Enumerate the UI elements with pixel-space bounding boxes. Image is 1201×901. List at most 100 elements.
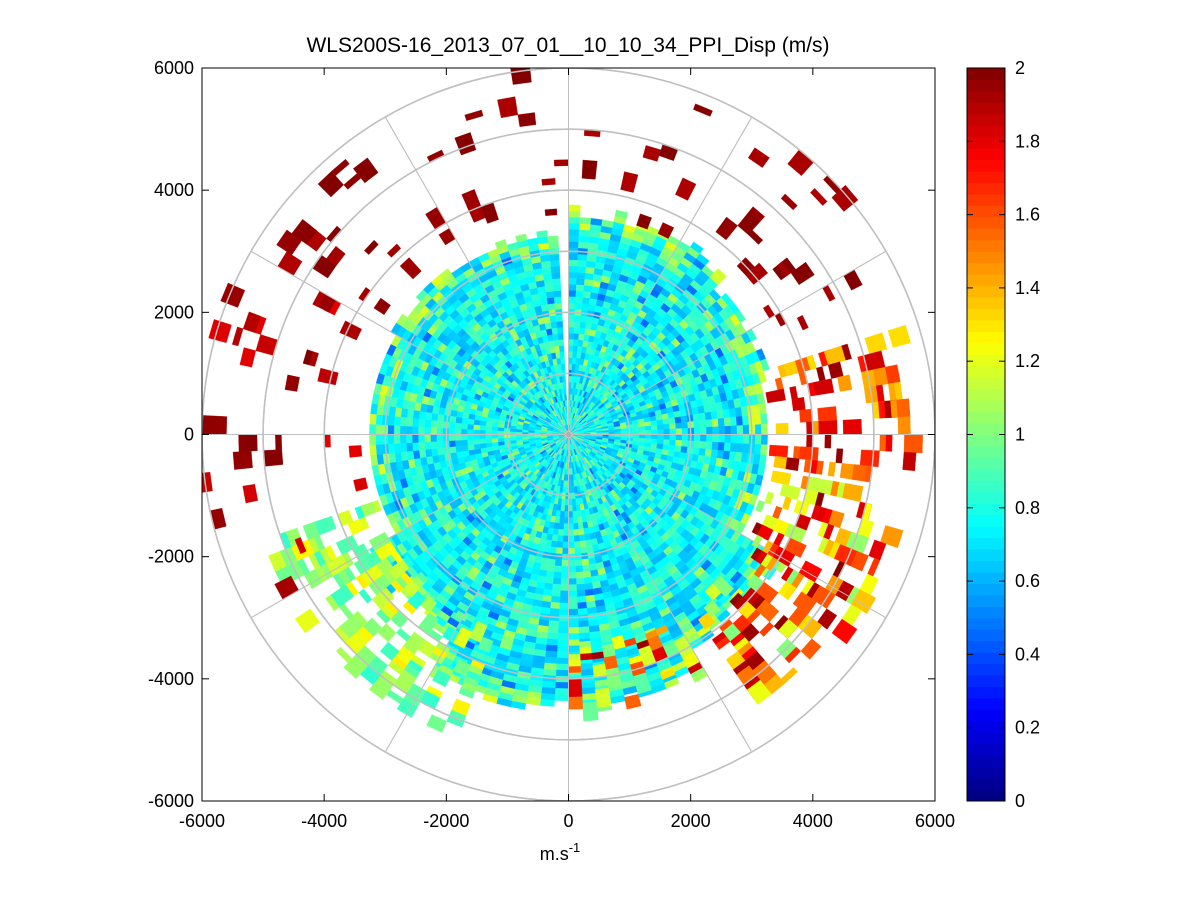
- ppi-cell: [754, 414, 762, 425]
- ppi-cell: [578, 528, 585, 536]
- ppi-cell: [544, 650, 558, 658]
- ppi-cell: [651, 429, 658, 435]
- ppi-cell: [473, 439, 480, 445]
- ppi-cell-east-strong: [897, 416, 911, 435]
- colorbar-band: [967, 377, 1005, 390]
- colorbar-band: [967, 68, 1005, 80]
- ppi-cell: [577, 253, 588, 261]
- ppi-cell: [562, 535, 569, 543]
- ppi-cell: [699, 441, 707, 450]
- ppi-cell: [482, 693, 499, 704]
- ppi-cell: [568, 645, 581, 653]
- ppi-cell: [568, 621, 579, 628]
- ppi-cell-east-strong: [799, 408, 813, 423]
- ppi-cell: [556, 657, 569, 665]
- ppi-cell-east-strong: [837, 374, 853, 392]
- ppi-cell: [675, 434, 683, 441]
- ppi-cell: [473, 429, 480, 435]
- ppi-cell: [698, 412, 706, 421]
- ppi-cell: [369, 434, 376, 446]
- ppi-cell: [754, 444, 762, 455]
- ppi-cell: [692, 447, 700, 456]
- ppi-cell-east-strong: [859, 449, 880, 468]
- ppi-cell: [705, 419, 713, 428]
- ppi-cell: [467, 439, 474, 446]
- ppi-cell: [675, 422, 683, 430]
- ppi-cell: [560, 357, 565, 365]
- ppi-cell: [551, 583, 561, 591]
- ppi-cell: [669, 439, 677, 446]
- ppi-cell: [509, 437, 517, 441]
- ppi-cell: [700, 434, 707, 442]
- ppi-cell: [491, 441, 499, 447]
- y-tick-label: 0: [184, 425, 194, 445]
- ppi-cell-south-strong: [582, 701, 599, 722]
- ppi-cell: [568, 578, 577, 585]
- ppi-cell: [431, 448, 439, 457]
- ppi-cell: [710, 410, 719, 420]
- ppi-cell: [568, 290, 577, 297]
- ppi-cell: [424, 441, 432, 450]
- ppi-cell: [716, 409, 725, 419]
- x-tick-label: 0: [563, 811, 573, 831]
- ppi-cell: [564, 505, 569, 512]
- ppi-cell: [632, 426, 640, 432]
- ppi-cell-south-strong: [568, 696, 584, 710]
- ppi-cell: [543, 278, 553, 287]
- colorbar-band: [967, 571, 1005, 584]
- colorbar-band: [967, 686, 1005, 699]
- ppi-cell: [448, 421, 456, 429]
- ppi-cell: [568, 235, 580, 242]
- ppi-cell: [548, 241, 559, 249]
- colorbar-tick-label: 2: [1015, 58, 1025, 78]
- ppi-cell-west-scattered: [348, 445, 363, 458]
- ppi-cell: [577, 516, 583, 524]
- x-tick-label: -6000: [179, 811, 225, 831]
- ppi-cell: [576, 589, 586, 597]
- ppi-cell: [568, 499, 573, 506]
- ppi-cell: [412, 409, 421, 419]
- ppi-cell: [572, 504, 577, 512]
- y-tick-label: 2000: [154, 302, 194, 322]
- ppi-cell: [759, 358, 770, 372]
- ppi-cell-south-strong: [568, 666, 582, 673]
- colorbar-tick-label: 0.6: [1015, 571, 1040, 591]
- ppi-cell: [455, 416, 463, 424]
- ppi-cell: [418, 410, 427, 420]
- ppi-cell: [699, 419, 707, 428]
- ppi-cell-west-scattered: [284, 374, 300, 392]
- ppi-cell: [545, 570, 555, 579]
- ppi-cell: [553, 290, 562, 298]
- colorbar-band: [967, 514, 1005, 527]
- ppi-cell-east-strong: [903, 434, 923, 454]
- ppi-cell: [467, 444, 475, 451]
- ppi-cell: [582, 564, 591, 572]
- ppi-cell: [411, 434, 419, 443]
- colorbar-band: [967, 755, 1005, 768]
- ppi-cell: [556, 651, 569, 659]
- ppi-cell: [557, 535, 564, 543]
- ppi-cell: [760, 413, 768, 425]
- colorbar-band: [967, 640, 1005, 653]
- colorbar-band: [967, 171, 1005, 184]
- ppi-cell: [575, 504, 581, 512]
- ppi-cell: [546, 564, 555, 572]
- colorbar-band: [967, 480, 1005, 493]
- ppi-cell: [575, 565, 584, 573]
- ppi-cell: [556, 320, 564, 328]
- ppi-cell: [680, 415, 688, 423]
- ppi-cell: [568, 259, 578, 267]
- colorbar-band: [967, 537, 1005, 550]
- ppi-cell: [575, 571, 584, 579]
- ppi-cell: [692, 413, 700, 422]
- ppi-cell: [693, 420, 701, 429]
- ppi-cell: [730, 425, 738, 435]
- ppi-cell: [568, 505, 573, 512]
- ppi-cell: [370, 454, 379, 466]
- ppi-cell: [712, 434, 719, 443]
- colorbar-band: [967, 663, 1005, 676]
- ppi-cell: [418, 426, 425, 435]
- ppi-cell: [473, 443, 481, 450]
- ppi-cell: [580, 662, 594, 671]
- colorbar-band: [967, 743, 1005, 756]
